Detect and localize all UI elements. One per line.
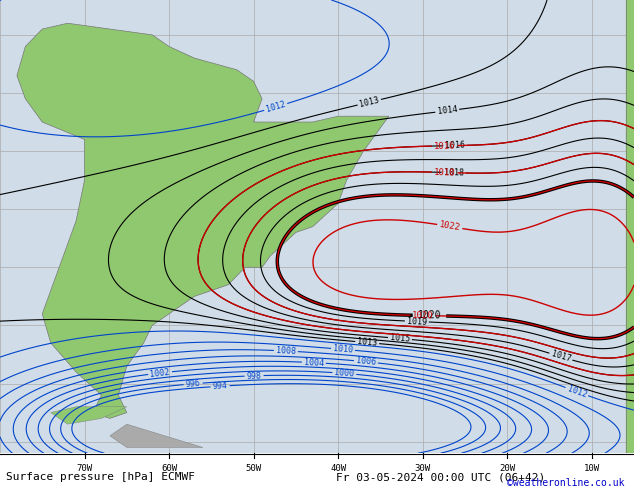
Text: 996: 996 (185, 379, 201, 389)
Text: 1020: 1020 (412, 311, 434, 320)
Text: 1019: 1019 (406, 317, 427, 326)
Text: 1015: 1015 (389, 333, 410, 344)
Text: 1013: 1013 (358, 96, 380, 109)
Text: 1020: 1020 (418, 310, 441, 321)
Text: 998: 998 (247, 371, 262, 381)
Text: 1004: 1004 (304, 358, 324, 368)
Text: 1016: 1016 (434, 141, 456, 150)
Text: 70W: 70W (77, 465, 93, 473)
Text: Fr 03-05-2024 00:00 UTC (06+42): Fr 03-05-2024 00:00 UTC (06+42) (336, 472, 545, 482)
Text: 10W: 10W (584, 465, 600, 473)
Text: 1012: 1012 (265, 100, 287, 114)
Polygon shape (110, 424, 203, 447)
Text: 1000: 1000 (334, 368, 354, 379)
Polygon shape (51, 407, 127, 424)
Text: 40W: 40W (330, 465, 346, 473)
Text: 20W: 20W (499, 465, 515, 473)
Text: ©weatheronline.co.uk: ©weatheronline.co.uk (507, 478, 624, 488)
Polygon shape (17, 23, 389, 418)
Text: 1010: 1010 (333, 344, 353, 355)
Text: 1006: 1006 (356, 356, 377, 367)
Text: 1013: 1013 (357, 337, 377, 348)
Text: Surface pressure [hPa] ECMWF: Surface pressure [hPa] ECMWF (6, 472, 195, 482)
Text: 1012: 1012 (566, 384, 588, 399)
Text: 60W: 60W (161, 465, 177, 473)
Text: 1014: 1014 (437, 105, 458, 117)
Text: 1022: 1022 (439, 220, 461, 233)
Text: 1008: 1008 (276, 346, 296, 356)
Text: 1018: 1018 (443, 168, 463, 177)
Text: 50W: 50W (245, 465, 262, 473)
Text: 994: 994 (212, 381, 228, 391)
Text: 1016: 1016 (445, 141, 465, 150)
Text: 1018: 1018 (434, 168, 456, 177)
Bar (626, 0, 634, 453)
Text: 30W: 30W (415, 465, 430, 473)
Text: 1017: 1017 (550, 349, 572, 364)
Text: 1002: 1002 (150, 368, 171, 379)
